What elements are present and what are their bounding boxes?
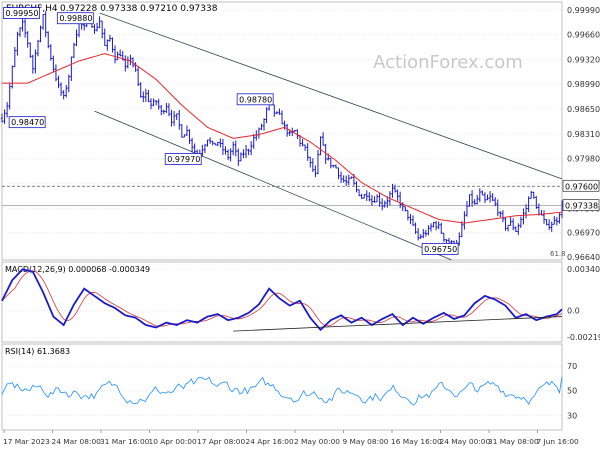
lower-channel-trendline [94,110,452,261]
price-annotation-box [2,7,40,19]
x-tick-label: 2 May 00:00 [294,437,340,446]
macd-panel-frame [1,261,563,343]
level-price-label: 0.97600 [565,182,598,191]
price-annotation: 0.96750 [424,245,457,254]
last-price-label: 0.97338 [565,202,598,211]
price-annotation: 0.98470 [11,118,44,127]
x-tick-label: 17 Apr 08:00 [197,437,245,446]
rsi-title: RSI(14) 61.3683 [5,347,70,356]
chart-ohlc: 0.97228 0.97338 0.97210 0.97338 [60,4,218,14]
price-annotation-box [56,12,94,25]
x-tick-label: 9 May 08:00 [343,437,389,446]
price-annotation-box [421,243,459,255]
price-annotation-box [236,93,274,106]
price-y-tick: 0.99660 [567,30,600,39]
x-tick-label: 16 May 16:00 [391,437,442,446]
price-y-tick: 0.99990 [567,6,600,15]
price-y-tick: 0.97980 [567,154,600,163]
rsi-y-tick: 70 [567,362,577,371]
rsi-panel-frame [1,343,563,431]
level-price-box [562,179,600,192]
rsi-y-tick: 50 [567,387,577,396]
x-tick-label: 10 Apr 00:00 [149,437,197,446]
price-y-tick: 0.98310 [567,130,600,139]
x-tick-label: 31 Mar 16:00 [100,437,150,446]
fib-label: 61.8 [550,250,566,258]
macd-line [1,268,563,332]
price-y-tick: 0.96640 [567,253,600,262]
x-tick-label: 24 Apr 16:00 [246,437,294,446]
price-y-tick: 0.96970 [567,229,600,238]
macd-y-tick: -0.002194 [567,333,600,342]
price-y-tick: 0.98990 [567,80,600,89]
macd-signal-line [1,270,563,327]
macd-title: MACD(12,26,9) 0.000068 -0.000349 [5,265,150,274]
price-panel-frame [1,1,563,261]
price-annotation-box [164,153,202,165]
price-annotation: 0.99950 [5,9,38,18]
x-tick-label: 7 Jun 16:00 [537,437,580,446]
x-tick-label: 24 Mar 08:00 [52,437,102,446]
price-annotation: 0.98780 [239,95,272,104]
price-annotation: 0.99880 [59,14,92,23]
x-tick-label: 31 May 08:00 [488,437,539,446]
macd-y-tick: 0.0 [567,306,580,315]
last-price-box [562,199,600,211]
price-annotation-box [8,116,46,129]
moving-average-line [2,53,563,224]
rsi-line [1,376,563,406]
watermark: ActionForex.com [373,52,523,73]
price-y-tick: 0.98650 [567,105,600,114]
macd-y-tick: 0.003408 [567,265,600,274]
price-annotation: 0.97970 [167,155,200,164]
x-tick-label: 24 May 00:00 [440,437,491,446]
x-tick-label: 17 Mar 2023 [3,437,50,446]
price-y-tick: 0.99320 [567,55,600,64]
macd-trendline [233,316,563,332]
upper-channel-trendline [99,12,563,180]
rsi-y-tick: 30 [567,411,577,420]
